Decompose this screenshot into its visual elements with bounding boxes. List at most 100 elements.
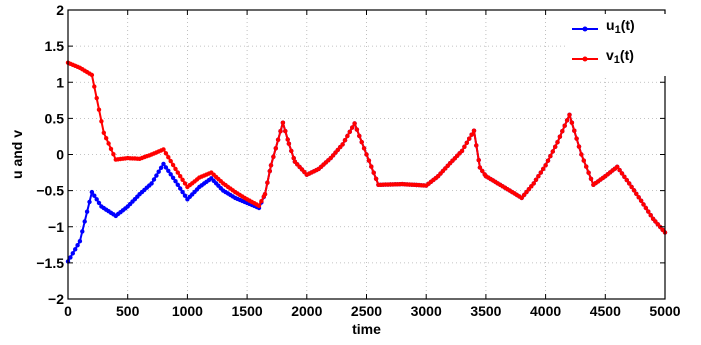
data-point-v — [175, 170, 180, 175]
data-point-u — [182, 193, 188, 198]
data-point-u — [84, 209, 90, 214]
data-point-v — [629, 184, 634, 190]
data-point-v — [576, 144, 582, 149]
data-point-v — [262, 192, 268, 197]
data-point-v — [92, 84, 97, 89]
data-point-v — [271, 154, 276, 159]
x-tick-label: 5000 — [649, 303, 680, 319]
data-point-v — [285, 137, 290, 142]
data-point-v — [366, 158, 372, 163]
x-tick-label: 1500 — [232, 303, 263, 319]
data-point-u — [70, 251, 76, 256]
data-point-v — [543, 163, 548, 168]
data-point-v — [533, 177, 539, 182]
legend-label-v-name: v — [606, 47, 614, 63]
data-point-v — [256, 203, 262, 208]
data-point-u — [73, 247, 78, 252]
data-point-v — [615, 164, 620, 169]
series-v — [65, 60, 668, 235]
data-point-v — [648, 213, 653, 218]
data-point-v — [163, 151, 169, 156]
x-tick-label: 3000 — [411, 303, 442, 319]
data-point-v — [291, 155, 296, 161]
data-point-v — [560, 129, 565, 134]
data-point-v — [579, 152, 584, 157]
data-point-u — [161, 161, 166, 167]
data-point-v — [477, 165, 483, 170]
data-point-v — [646, 209, 651, 214]
data-point-v — [541, 166, 546, 172]
y-tick-label: −2 — [48, 291, 64, 307]
data-point-u — [170, 175, 176, 180]
data-point-u — [149, 181, 154, 186]
legend-label-u-suffix: (t) — [621, 17, 635, 33]
data-point-v — [283, 128, 288, 134]
data-point-v — [631, 188, 637, 193]
x-tick-label: 2000 — [291, 303, 322, 319]
data-point-u — [75, 243, 80, 248]
data-point-v — [467, 136, 472, 141]
data-point-u — [173, 179, 178, 184]
y-tick-label: 0.5 — [45, 110, 65, 126]
data-point-v — [369, 164, 374, 169]
data-point-v — [572, 128, 577, 133]
data-point-u — [77, 239, 83, 244]
data-point-v — [259, 199, 264, 204]
y-tick-label: 1 — [56, 74, 64, 90]
y-tick-label: 2 — [56, 2, 64, 18]
data-point-v — [89, 72, 95, 78]
data-point-v — [173, 166, 178, 172]
legend-label-v-suffix: (t) — [620, 47, 634, 63]
data-point-v — [624, 177, 629, 183]
data-point-v — [342, 138, 348, 143]
data-point-v — [464, 140, 469, 145]
data-point-v — [459, 148, 465, 154]
data-point-v — [536, 174, 541, 179]
data-point-v — [178, 174, 183, 179]
y-tick-label: 1.5 — [45, 38, 65, 54]
data-point-v — [280, 120, 286, 125]
data-point-v — [586, 170, 591, 175]
data-point-v — [170, 162, 176, 168]
data-point-v — [526, 187, 532, 192]
data-point-v — [104, 136, 109, 141]
data-point-v — [101, 130, 107, 135]
data-point-v — [265, 180, 270, 185]
data-point-u — [154, 173, 159, 178]
data-point-v — [619, 171, 625, 176]
data-point-v — [548, 153, 553, 159]
data-point-v — [638, 198, 644, 203]
data-point-v — [588, 176, 594, 181]
data-point-v — [564, 118, 570, 123]
data-point-v — [581, 158, 586, 163]
data-point-u — [175, 182, 180, 187]
data-point-v — [480, 168, 485, 174]
legend-label-v-subscript: 1 — [614, 54, 620, 66]
data-point-v — [371, 170, 376, 175]
y-axis-label: u and v — [9, 130, 25, 179]
y-tick-label: −0.5 — [36, 183, 64, 199]
data-point-u — [166, 168, 171, 173]
x-tick-label: 0 — [64, 303, 72, 319]
data-point-u — [89, 189, 95, 195]
data-point-v — [474, 143, 479, 148]
data-point-u — [151, 177, 157, 182]
data-point-v — [562, 123, 567, 128]
data-point-v — [96, 107, 102, 112]
x-tick-label: 500 — [116, 303, 140, 319]
data-point-v — [584, 164, 589, 169]
data-point-v — [347, 129, 352, 134]
data-point-v — [521, 192, 527, 198]
data-point-v — [161, 147, 166, 152]
data-point-v — [373, 176, 379, 181]
data-point-v — [553, 144, 558, 149]
data-point-v — [634, 191, 639, 196]
data-point-v — [555, 140, 560, 145]
data-point-u — [92, 193, 97, 198]
data-point-v — [519, 195, 524, 201]
data-point-v — [557, 134, 563, 139]
legend-label-v: v1(t) — [606, 47, 634, 66]
data-point-v — [359, 139, 364, 145]
data-point-v — [278, 129, 283, 134]
